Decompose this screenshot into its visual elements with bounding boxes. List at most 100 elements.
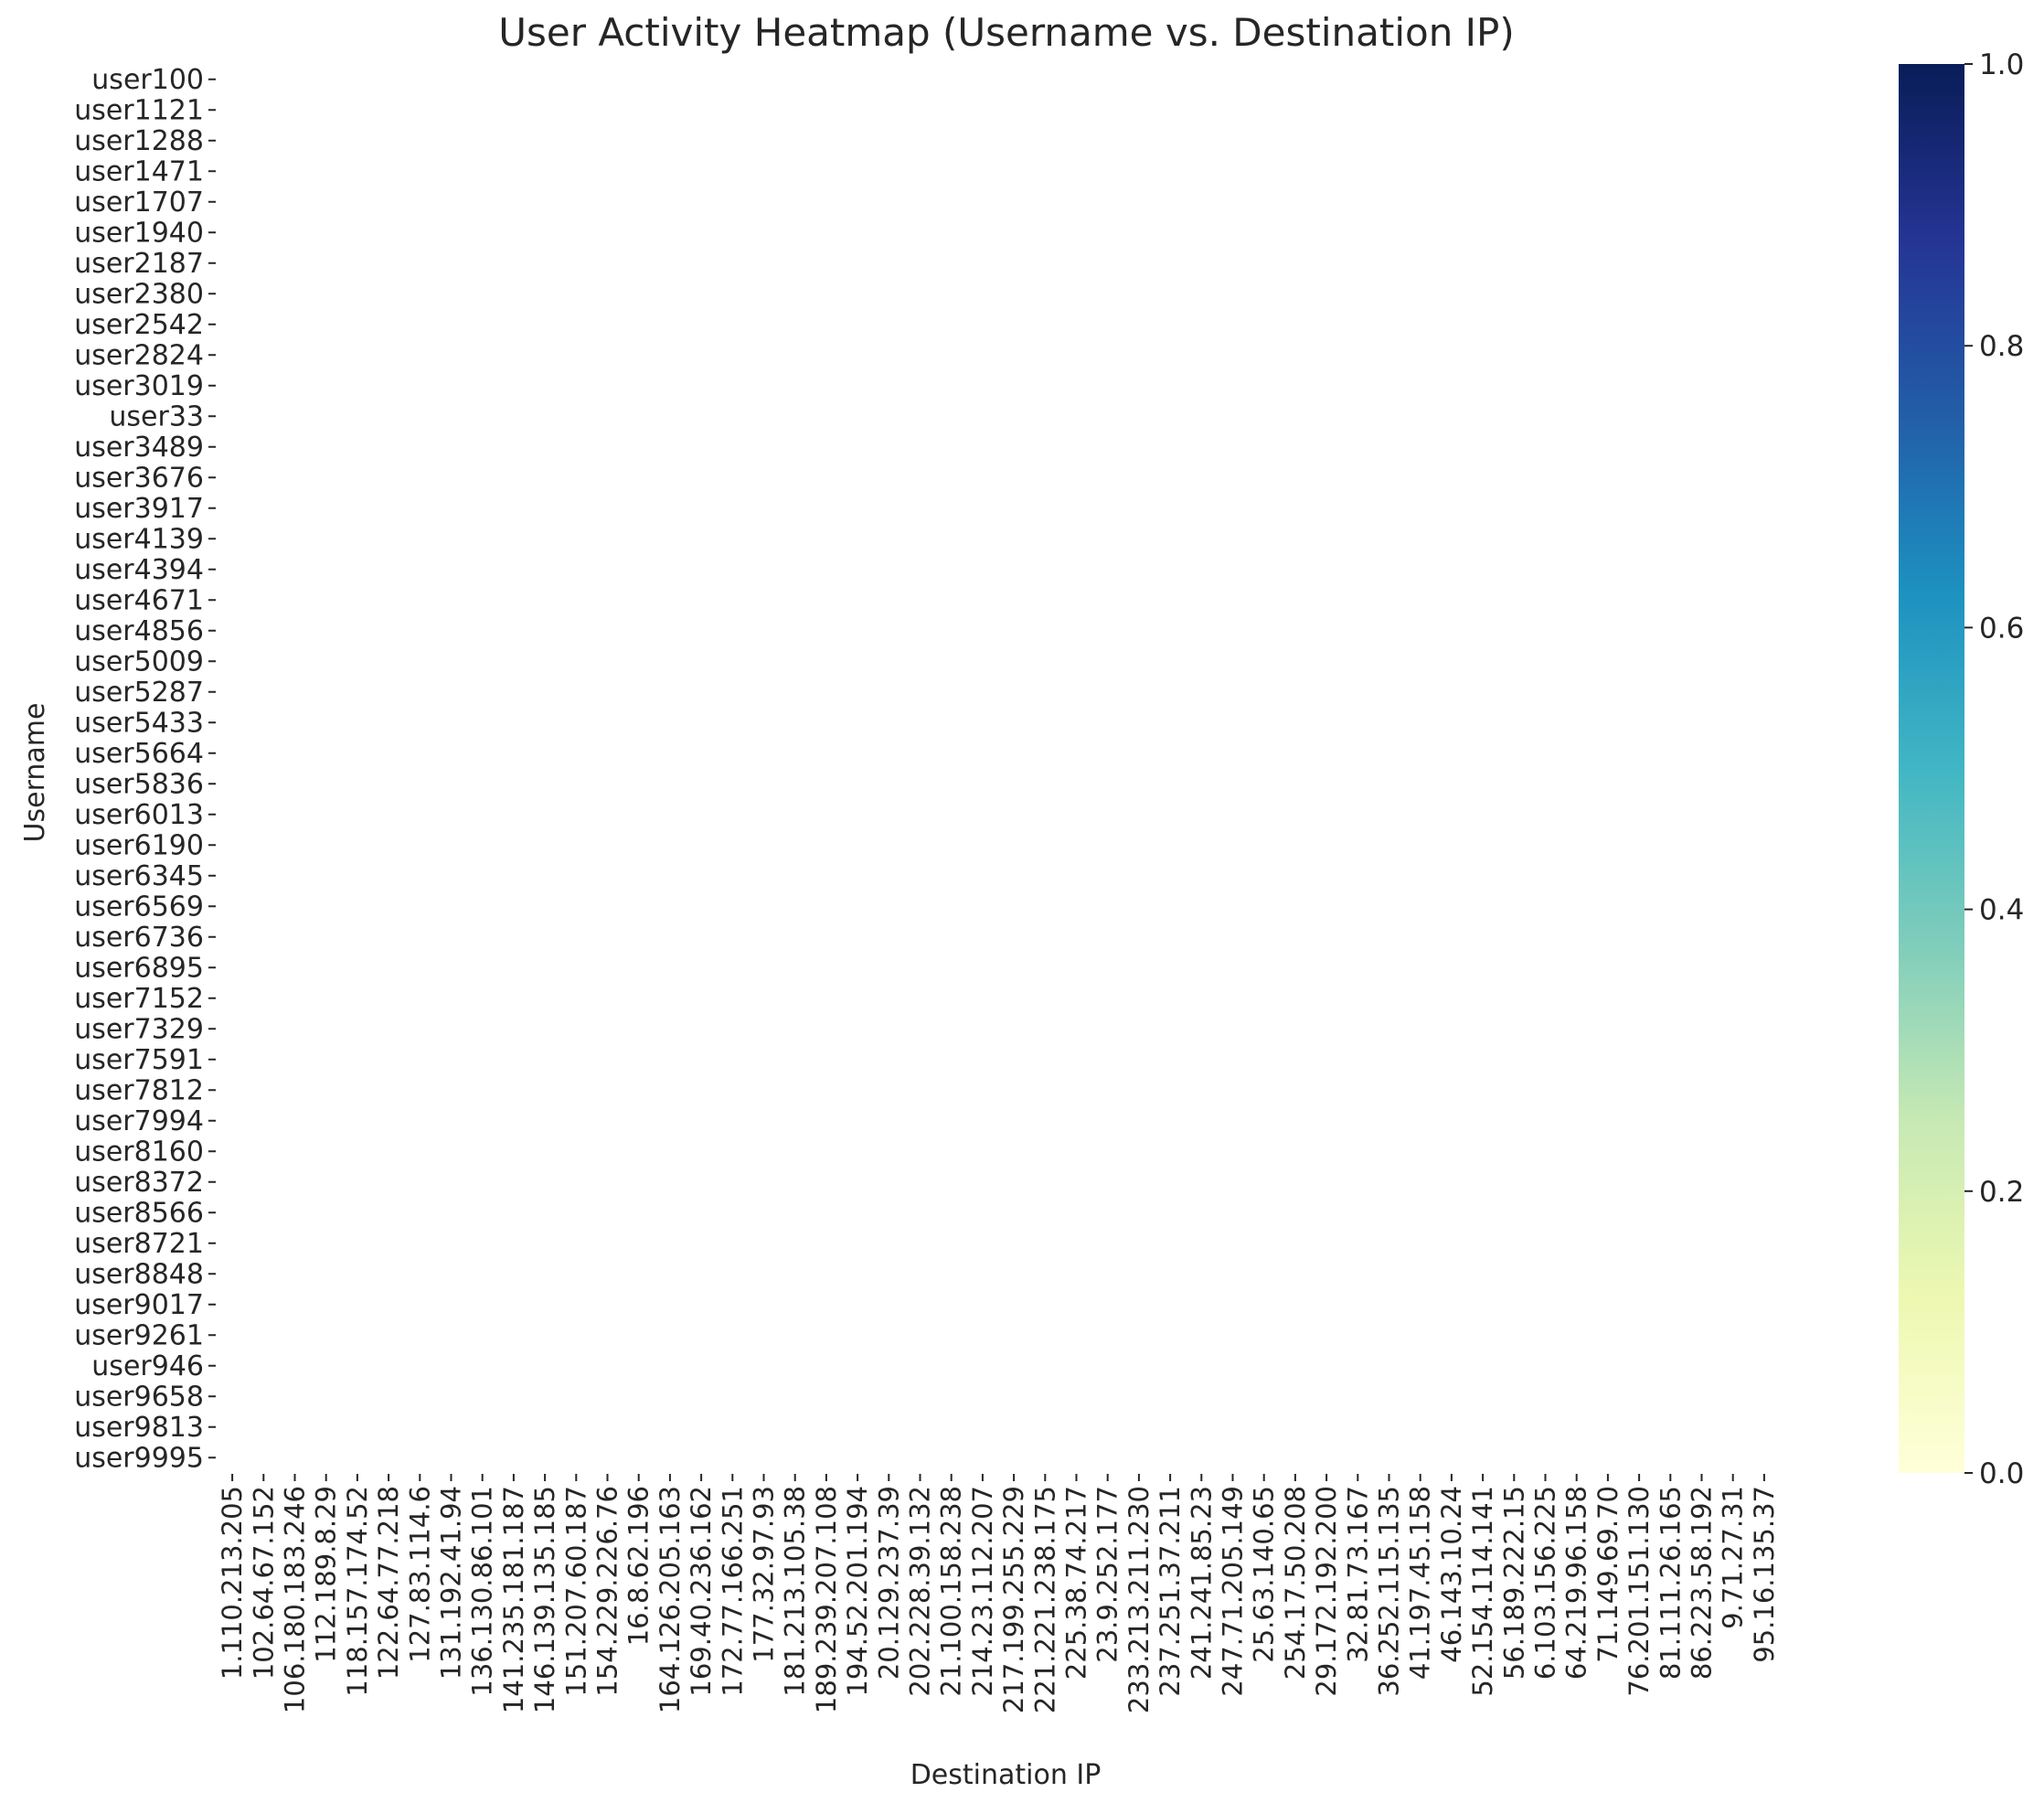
x-tick-label: 177.32.97.93: [749, 1486, 780, 1663]
x-tick-label: 202.228.39.132: [905, 1486, 936, 1697]
y-tick-label: user1288: [74, 125, 204, 157]
x-tick-label: 95.16.135.37: [1749, 1486, 1780, 1663]
x-tick-label: 189.239.207.108: [811, 1486, 842, 1713]
x-tick-label: 112.189.8.29: [311, 1486, 342, 1663]
colorbar-tick-label: 0.2: [1979, 1176, 2024, 1209]
x-tick-label: 254.17.50.208: [1280, 1486, 1311, 1680]
x-tick-label: 6.103.156.225: [1530, 1486, 1561, 1680]
y-tick-label: user100: [91, 64, 204, 96]
y-tick-label: user5433: [74, 707, 204, 739]
y-tick-label: user8372: [74, 1167, 204, 1199]
colorbar-tick-label: 1.0: [1979, 48, 2024, 81]
y-tick-label: user8566: [74, 1197, 204, 1229]
x-tick-label: 32.81.73.167: [1342, 1486, 1373, 1663]
y-tick-label: user4856: [74, 615, 204, 647]
x-tick-label: 136.130.86.101: [467, 1486, 498, 1697]
x-tick-label: 71.149.69.70: [1592, 1486, 1623, 1663]
x-tick-label: 131.192.41.94: [436, 1486, 467, 1680]
y-tick-label: user9813: [74, 1412, 204, 1444]
y-tick-label: user7812: [74, 1074, 204, 1106]
y-tick-label: user4139: [74, 523, 204, 555]
x-tick-label: 172.77.166.251: [717, 1486, 748, 1697]
y-tick-group: user100user1121user1288user1471user1707u…: [74, 64, 216, 1474]
x-tick-label: 21.100.158.238: [936, 1486, 967, 1697]
colorbar-tick-group: 0.0 0.2 0.4 0.6 0.8 1.0: [1964, 48, 2024, 1490]
y-tick-label: user2824: [74, 339, 204, 371]
y-tick-label: user9995: [74, 1442, 204, 1474]
x-tick-label: 241.241.85.23: [1186, 1486, 1217, 1680]
x-tick-label: 233.213.211.230: [1123, 1486, 1155, 1713]
chart-title: User Activity Heatmap (Username vs. Dest…: [498, 10, 1515, 55]
x-tick-label: 247.71.205.149: [1218, 1486, 1249, 1697]
x-tick-label: 194.52.201.194: [842, 1486, 873, 1697]
x-tick-label: 1.110.213.205: [217, 1486, 248, 1680]
x-tick-label: 9.71.27.31: [1718, 1486, 1749, 1629]
x-tick-group: 1.110.213.205 102.64.67.152 106.180.183.24…: [217, 1474, 1780, 1713]
y-tick-label: user6895: [74, 952, 204, 984]
x-tick-label: 64.219.96.158: [1561, 1486, 1592, 1680]
y-tick-label: user9017: [74, 1289, 204, 1321]
x-tick-label: 76.201.151.130: [1623, 1486, 1655, 1697]
x-axis-label: Destination IP: [910, 1759, 1102, 1791]
y-tick-label: user5664: [74, 738, 204, 770]
x-tick-label: 46.143.10.24: [1436, 1486, 1467, 1663]
x-tick-label: 106.180.183.246: [280, 1486, 311, 1713]
x-tick-label: 36.252.115.135: [1374, 1486, 1405, 1697]
x-tick-label: 225.38.74.217: [1061, 1486, 1092, 1680]
colorbar-tick-label: 0.4: [1979, 894, 2024, 927]
y-tick-label: user6013: [74, 799, 204, 831]
x-tick-label: 52.154.114.141: [1467, 1486, 1498, 1697]
y-tick-label: user7329: [74, 1013, 204, 1045]
y-tick-label: user1707: [74, 187, 204, 219]
x-tick-label: 151.207.60.187: [560, 1486, 591, 1697]
x-tick-label: 164.126.205.163: [655, 1486, 686, 1713]
y-tick-label: user6190: [74, 829, 204, 861]
x-tick-label: 169.40.236.162: [686, 1486, 717, 1697]
x-tick-label: 29.172.192.200: [1311, 1486, 1342, 1697]
x-tick-label: 181.213.105.38: [780, 1486, 811, 1697]
y-tick-label: user3917: [74, 493, 204, 525]
y-tick-label: user6736: [74, 922, 204, 954]
x-tick-label: 221.221.238.175: [1029, 1486, 1060, 1713]
y-tick-label: user7591: [74, 1044, 204, 1076]
y-tick-label: user3676: [74, 462, 204, 494]
x-tick-label: 81.111.26.165: [1655, 1486, 1686, 1680]
y-tick-label: user2187: [74, 248, 204, 280]
heatmap-plot-area: [217, 64, 1780, 1473]
y-tick-label: user1940: [74, 217, 204, 249]
y-tick-label: user5009: [74, 645, 204, 677]
y-tick-label: user7152: [74, 983, 204, 1015]
x-tick-label: 237.251.37.211: [1155, 1486, 1186, 1697]
x-tick-label: 41.197.45.158: [1405, 1486, 1436, 1680]
colorbar: [1899, 64, 1964, 1473]
x-tick-label: 146.139.135.185: [529, 1486, 560, 1713]
y-axis-label: Username: [19, 703, 51, 843]
y-tick-label: user2380: [74, 278, 204, 310]
y-tick-label: user1121: [74, 94, 204, 126]
y-tick-label: user5287: [74, 677, 204, 709]
x-tick-label: 86.223.58.192: [1687, 1486, 1718, 1680]
y-tick-label: user7994: [74, 1105, 204, 1137]
y-tick-label: user9261: [74, 1319, 204, 1351]
x-tick-label: 217.199.255.229: [998, 1486, 1029, 1713]
x-tick-label: 56.189.222.15: [1498, 1486, 1529, 1680]
colorbar-tick-label: 0.8: [1979, 330, 2024, 363]
y-tick-label: user33: [109, 400, 204, 432]
x-tick-label: 118.157.174.52: [342, 1486, 373, 1697]
y-tick-label: user946: [91, 1350, 204, 1382]
x-tick-label: 25.63.140.65: [1249, 1486, 1280, 1663]
y-tick-label: user8848: [74, 1258, 204, 1290]
y-tick-label: user4394: [74, 554, 204, 586]
x-tick-label: 141.235.181.187: [498, 1486, 529, 1713]
colorbar-tick-label: 0.6: [1979, 612, 2024, 645]
y-tick-label: user6569: [74, 891, 204, 923]
y-tick-label: user5836: [74, 768, 204, 800]
y-tick-label: user2542: [74, 309, 204, 341]
y-tick-label: user6345: [74, 860, 204, 892]
y-tick-label: user1471: [74, 155, 204, 187]
x-tick-label: 127.83.114.6: [404, 1486, 435, 1663]
x-tick-label: 23.9.252.177: [1092, 1486, 1123, 1663]
colorbar-tick-label: 0.0: [1979, 1457, 2024, 1490]
x-tick-label: 102.64.67.152: [248, 1486, 279, 1680]
